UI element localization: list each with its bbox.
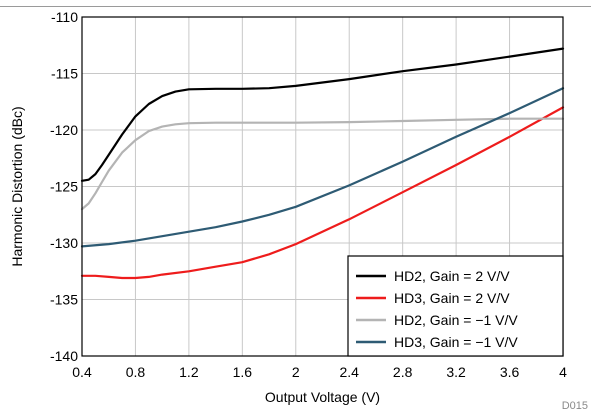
y-tick-label: -135 xyxy=(50,292,78,308)
legend-label: HD3, Gain = −1 V/V xyxy=(394,334,518,350)
y-tick-label: -110 xyxy=(51,9,78,25)
series-line-1 xyxy=(80,47,565,182)
x-tick-label: 3.6 xyxy=(500,364,520,380)
x-tick-labels: 0.4 0.8 1.2 1.6 2 2.4 2.8 3.2 3.6 4 xyxy=(72,364,567,380)
series-line-3 xyxy=(80,117,565,211)
plot-frame xyxy=(81,16,564,357)
y-tick-labels: -110 -115 -120 -125 -130 -135 -140 xyxy=(50,9,78,364)
legend-label: HD2, Gain = −1 V/V xyxy=(394,312,518,328)
series-layer xyxy=(80,47,565,280)
x-tick-label: 0.4 xyxy=(72,364,92,380)
x-tick-label: 1.6 xyxy=(233,364,253,380)
x-tick-label: 4 xyxy=(559,364,567,380)
x-tick-label: 1.2 xyxy=(179,364,199,380)
y-tick-label: -130 xyxy=(50,235,78,251)
x-axis-title: Output Voltage (V) xyxy=(265,389,380,405)
x-tick-label: 0.8 xyxy=(126,364,146,380)
legend-box xyxy=(347,255,564,357)
legend-label: HD3, Gain = 2 V/V xyxy=(394,290,510,306)
x-tick-label: 2.8 xyxy=(393,364,413,380)
legend: HD2, Gain = 2 V/V HD3, Gain = 2 V/V HD2, G… xyxy=(347,255,564,357)
figure-id: D015 xyxy=(562,400,588,411)
series-line-2 xyxy=(80,106,565,280)
legend-label: HD2, Gain = 2 V/V xyxy=(394,268,510,284)
x-tick-label: 3.2 xyxy=(446,364,466,380)
series-line-4 xyxy=(80,87,565,248)
y-tick-label: -120 xyxy=(50,122,78,138)
x-tick-label: 2 xyxy=(292,364,300,380)
y-tick-label: -115 xyxy=(51,66,78,82)
x-tick-label: 2.4 xyxy=(339,364,359,380)
y-axis-title: Harmonic Distortion (dBc) xyxy=(9,106,25,266)
y-tick-label: -125 xyxy=(50,179,78,195)
y-tick-label: -140 xyxy=(50,348,78,364)
